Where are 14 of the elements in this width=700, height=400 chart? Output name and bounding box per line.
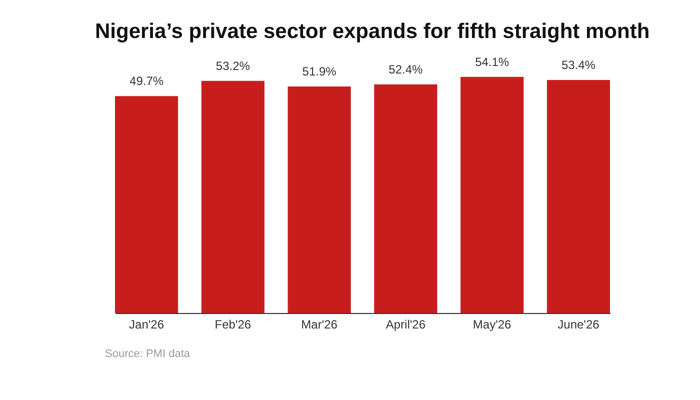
- data-label: 53.2%: [216, 58, 250, 73]
- x-tick-label: May'26: [472, 318, 512, 332]
- x-tick-label: Mar'26: [301, 318, 338, 332]
- data-label: 52.4%: [388, 62, 424, 76]
- data-label: 49.7%: [130, 74, 164, 88]
- x-tick-label: June'26: [558, 318, 600, 332]
- data-label: 53.4%: [561, 58, 596, 72]
- source-note: Source: PMI data: [105, 348, 191, 360]
- data-label: 51.9%: [302, 64, 337, 79]
- x-tick-label: Feb'26: [214, 318, 252, 332]
- chart-title: Nigeria’s private sector expands for fifth straight month: [95, 20, 650, 43]
- data-label: 54.1%: [475, 54, 510, 69]
- x-tick-label: Jan'26: [129, 318, 164, 332]
- x-tick-label: April'26: [386, 318, 426, 332]
